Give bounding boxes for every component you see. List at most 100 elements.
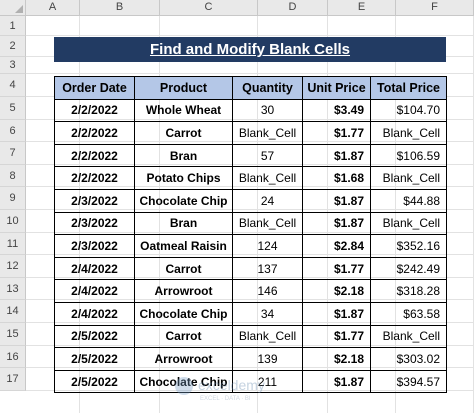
product-cell[interactable]: Carrot: [134, 121, 233, 145]
quantity-cell[interactable]: Blank_Cell: [232, 211, 303, 236]
header-product[interactable]: Product: [134, 76, 233, 100]
row-header-8[interactable]: 8: [0, 164, 26, 188]
column-header-b[interactable]: B: [80, 0, 160, 16]
order-date-cell[interactable]: 2/3/2022: [54, 188, 135, 213]
row-header-3[interactable]: 3: [0, 57, 26, 74]
product-cell[interactable]: Carrot: [134, 256, 233, 281]
header-quantity[interactable]: Quantity: [232, 76, 303, 100]
total-price-cell[interactable]: $318.28: [370, 279, 447, 303]
column-header-f[interactable]: F: [396, 0, 474, 16]
header-unit-price[interactable]: Unit Price: [302, 76, 371, 100]
header-total-price[interactable]: Total Price: [370, 76, 447, 100]
row-header-15[interactable]: 15: [0, 323, 26, 346]
row-header-11[interactable]: 11: [0, 232, 26, 256]
product-cell[interactable]: Arrowroot: [134, 347, 233, 371]
order-date-cell[interactable]: 2/5/2022: [54, 347, 135, 371]
table-row: 2/5/2022 Chocolate Chip 211 $1.87 $394.57: [54, 369, 447, 394]
quantity-cell[interactable]: 139: [232, 347, 303, 371]
table-row: 2/4/2022 Carrot 137 $1.77 $242.49: [54, 256, 447, 281]
quantity-cell[interactable]: Blank_Cell: [232, 166, 303, 190]
row-header-9[interactable]: 9: [0, 187, 26, 210]
unit-price-cell[interactable]: $1.77: [302, 256, 371, 281]
order-date-cell[interactable]: 2/2/2022: [54, 143, 135, 168]
quantity-cell[interactable]: 30: [232, 98, 303, 123]
row-header-14[interactable]: 14: [0, 300, 26, 323]
unit-price-cell[interactable]: $2.18: [302, 279, 371, 303]
row-header-10[interactable]: 10: [0, 210, 26, 233]
row-header-4[interactable]: 4: [0, 74, 26, 97]
product-cell[interactable]: Chocolate Chip: [134, 188, 233, 213]
watermark-subtext: EXCEL · DATA · BI: [200, 396, 251, 402]
header-order-date[interactable]: Order Date: [54, 76, 135, 100]
row-header-13[interactable]: 13: [0, 277, 26, 301]
row-header-5[interactable]: 5: [0, 97, 26, 120]
row-header-6[interactable]: 6: [0, 119, 26, 143]
total-price-cell[interactable]: $303.02: [370, 347, 447, 371]
order-date-cell[interactable]: 2/4/2022: [54, 256, 135, 281]
total-price-cell[interactable]: Blank_Cell: [370, 211, 447, 236]
sheet-title[interactable]: Find and Modify Blank Cells: [54, 37, 446, 62]
order-date-cell[interactable]: 2/3/2022: [54, 234, 135, 258]
product-cell[interactable]: Oatmeal Raisin: [134, 234, 233, 258]
row-header-7[interactable]: 7: [0, 142, 26, 165]
row-header-1[interactable]: 1: [0, 16, 26, 36]
total-price-cell[interactable]: Blank_Cell: [370, 121, 447, 145]
product-cell[interactable]: Bran: [134, 211, 233, 236]
total-price-cell[interactable]: Blank_Cell: [370, 166, 447, 190]
order-date-cell[interactable]: 2/2/2022: [54, 98, 135, 123]
unit-price-cell[interactable]: $1.87: [302, 188, 371, 213]
order-date-cell[interactable]: 2/2/2022: [54, 166, 135, 190]
order-date-cell[interactable]: 2/5/2022: [54, 324, 135, 349]
quantity-cell[interactable]: 124: [232, 234, 303, 258]
product-cell[interactable]: Potato Chips: [134, 166, 233, 190]
column-header-a[interactable]: A: [26, 0, 80, 16]
unit-price-cell[interactable]: $1.87: [302, 211, 371, 236]
row-header-2[interactable]: 2: [0, 36, 26, 57]
quantity-cell[interactable]: 137: [232, 256, 303, 281]
unit-price-cell[interactable]: $1.68: [302, 166, 371, 190]
quantity-cell[interactable]: 24: [232, 188, 303, 213]
column-header-d[interactable]: D: [258, 0, 328, 16]
order-date-cell[interactable]: 2/4/2022: [54, 301, 135, 326]
row-header-12[interactable]: 12: [0, 255, 26, 278]
quantity-cell[interactable]: Blank_Cell: [232, 324, 303, 349]
product-cell[interactable]: Bran: [134, 143, 233, 168]
row-header-17[interactable]: 17: [0, 368, 26, 391]
unit-price-cell[interactable]: $1.87: [302, 369, 371, 394]
order-date-cell[interactable]: 2/3/2022: [54, 211, 135, 236]
quantity-cell[interactable]: 146: [232, 279, 303, 303]
order-date-cell[interactable]: 2/2/2022: [54, 121, 135, 145]
total-price-cell[interactable]: $242.49: [370, 256, 447, 281]
column-header-c[interactable]: C: [160, 0, 258, 16]
unit-price-cell[interactable]: $1.87: [302, 301, 371, 326]
table-row: 2/4/2022 Arrowroot 146 $2.18 $318.28: [54, 279, 447, 303]
product-cell[interactable]: Chocolate Chip: [134, 301, 233, 326]
product-cell[interactable]: Arrowroot: [134, 279, 233, 303]
total-price-cell[interactable]: $104.70: [370, 98, 447, 123]
unit-price-cell[interactable]: $2.18: [302, 347, 371, 371]
quantity-cell[interactable]: Blank_Cell: [232, 121, 303, 145]
table-row: 2/2/2022 Carrot Blank_Cell $1.77 Blank_Cell: [54, 121, 447, 145]
unit-price-cell[interactable]: $2.84: [302, 234, 371, 258]
total-price-cell[interactable]: $63.58: [370, 301, 447, 326]
order-date-cell[interactable]: 2/4/2022: [54, 279, 135, 303]
total-price-cell[interactable]: $394.57: [370, 369, 447, 394]
total-price-cell[interactable]: Blank_Cell: [370, 324, 447, 349]
total-price-cell[interactable]: $44.88: [370, 188, 447, 213]
select-all-corner[interactable]: [0, 0, 26, 16]
unit-price-cell[interactable]: $1.77: [302, 121, 371, 145]
unit-price-cell[interactable]: $1.87: [302, 143, 371, 168]
quantity-cell[interactable]: 34: [232, 301, 303, 326]
unit-price-cell[interactable]: $3.49: [302, 98, 371, 123]
unit-price-cell[interactable]: $1.77: [302, 324, 371, 349]
total-price-cell[interactable]: $352.16: [370, 234, 447, 258]
order-date-cell[interactable]: 2/5/2022: [54, 369, 135, 394]
column-header-e[interactable]: E: [328, 0, 396, 16]
quantity-cell[interactable]: 57: [232, 143, 303, 168]
total-price-cell[interactable]: $106.59: [370, 143, 447, 168]
row-header-16[interactable]: 16: [0, 345, 26, 369]
product-cell[interactable]: Chocolate Chip: [134, 369, 233, 394]
product-cell[interactable]: Whole Wheat: [134, 98, 233, 123]
product-cell[interactable]: Carrot: [134, 324, 233, 349]
quantity-cell[interactable]: 211: [232, 369, 303, 394]
